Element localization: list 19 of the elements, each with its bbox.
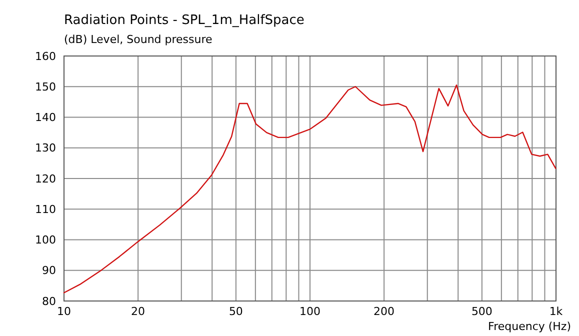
chart-title: Radiation Points - SPL_1m_HalfSpace: [64, 13, 304, 28]
y-tick-label: 100: [35, 234, 56, 247]
chart-subtitle: (dB) Level, Sound pressure: [64, 33, 213, 46]
y-tick-label: 110: [35, 202, 56, 216]
x-tick-label: 500: [471, 305, 492, 318]
x-tick-label: 100: [300, 305, 320, 318]
x-tick-label: 1k: [549, 305, 564, 318]
x-tick-label: 10: [57, 305, 71, 318]
y-tick-label: 150: [35, 80, 56, 94]
x-tick-label: 50: [228, 305, 243, 318]
x-tick-label: 200: [374, 305, 395, 318]
y-tick-label: 130: [35, 142, 56, 155]
y-tick-label: 160: [35, 50, 56, 63]
y-tick-label: 90: [42, 264, 56, 278]
y-tick-label: 80: [42, 294, 56, 308]
x-tick-label: 20: [131, 305, 146, 318]
y-tick-label: 140: [35, 111, 56, 124]
x-axis-title: Frequency (Hz): [488, 320, 571, 333]
y-tick-label: 120: [35, 172, 56, 186]
